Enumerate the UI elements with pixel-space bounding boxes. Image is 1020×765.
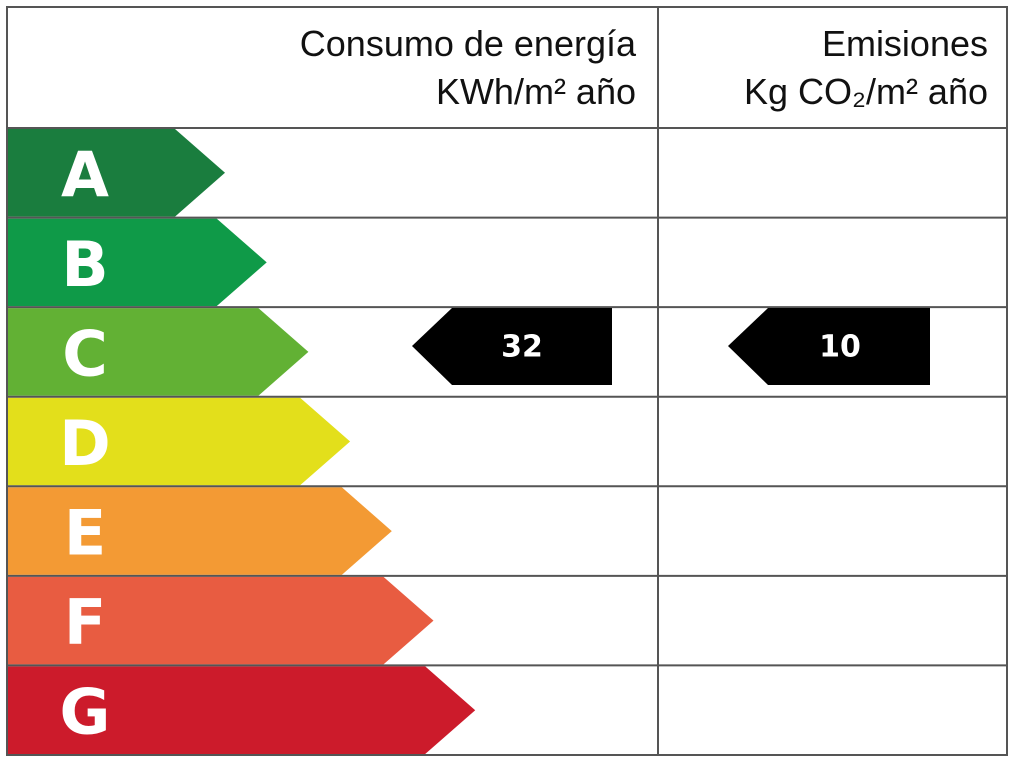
class-arrow <box>8 218 267 307</box>
consumption-title: Consumo de energía <box>300 23 637 64</box>
emissions-unit: Kg CO₂/m² año <box>744 71 988 112</box>
class-letter: G <box>60 676 111 749</box>
class-letter: E <box>64 497 106 570</box>
class-arrow <box>8 666 476 754</box>
consumption-marker: 32 <box>412 308 612 385</box>
emissions-marker: 10 <box>728 308 930 385</box>
class-letter: D <box>59 407 110 480</box>
emissions-title: Emisiones <box>822 23 988 64</box>
marker-arrow <box>728 308 930 385</box>
class-arrow <box>8 397 351 486</box>
emissions-value: 10 <box>819 330 861 365</box>
marker-arrow <box>412 308 612 385</box>
class-arrow <box>8 576 434 665</box>
frame <box>6 6 1008 756</box>
consumption-value: 32 <box>501 330 543 365</box>
class-arrow <box>8 487 392 575</box>
class-arrow <box>8 129 225 217</box>
consumption-unit: KWh/m² año <box>436 71 636 112</box>
class-letter: F <box>64 586 106 659</box>
class-arrow <box>8 308 309 396</box>
class-letter: B <box>61 228 108 301</box>
class-letter: C <box>62 317 108 390</box>
class-letter: A <box>61 138 109 211</box>
